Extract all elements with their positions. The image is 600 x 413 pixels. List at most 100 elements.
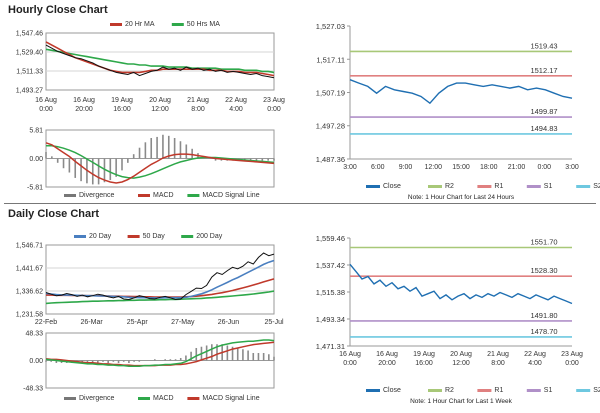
daily-pivot-y-tick-label: 1,559.46 xyxy=(316,234,345,243)
daily-pivot-note: Note: 1 Hour Chart for Last 1 Week xyxy=(410,398,513,405)
hourly-price-x-tick-label: 16 Aug xyxy=(35,97,57,104)
hourly-pivot-note: Note: 1 Hour Chart for Last 24 Hours xyxy=(408,194,515,201)
hourly-macd-y-tick-label: 5.81 xyxy=(29,128,43,135)
daily-macd-y-tick-label: -48.33 xyxy=(23,386,43,393)
daily-pivot-x-tick-label: 20 Aug xyxy=(450,351,472,358)
hourly-price-y-tick-label: 1,493.27 xyxy=(16,88,43,95)
hourly-pivot-legend-label: R2 xyxy=(445,183,454,190)
hourly-pivot-close-line xyxy=(349,79,573,105)
daily-pivot-legend-label: R2 xyxy=(445,387,454,394)
hourly-pivot-y-tick-label: 1,487.36 xyxy=(316,155,345,164)
daily-pivot-legend-swatch xyxy=(428,389,442,392)
daily-macd-macd-line xyxy=(45,339,275,367)
hourly-pivot-x-tick-label: 3:00 xyxy=(565,164,579,171)
hourly-pivot-y-tick-label: 1,517.11 xyxy=(316,55,345,64)
hourly-price-x-tick-label: 12:00 xyxy=(151,106,169,113)
hourly-macd-y-tick-label: 0.00 xyxy=(29,156,43,163)
daily-pivot-legend-swatch xyxy=(477,389,492,392)
hourly-pivot-x-tick-label: 15:00 xyxy=(452,164,470,171)
hourly-macd-y-tick-label: -5.81 xyxy=(27,185,43,192)
daily-price-frame xyxy=(45,244,275,315)
hourly-pivot-level-label: 1494.83 xyxy=(530,124,557,133)
daily-pivot-x-tick-label: 21 Aug xyxy=(487,351,509,358)
hourly-pivot-y-tick-label: 1,497.28 xyxy=(316,122,345,131)
hourly-price-x-tick-label: 16 Aug xyxy=(73,97,95,104)
hourly-macd-legend-label: Divergence xyxy=(79,192,115,199)
hourly-pivot-legend-swatch xyxy=(366,185,380,188)
hourly-price-x-tick-label: 19 Aug xyxy=(111,97,133,104)
hourly-pivot-x-tick-label: 12:00 xyxy=(424,164,442,171)
daily-pivot-close-line xyxy=(349,263,573,305)
hourly-price-legend-label: 50 Hrs MA xyxy=(187,21,220,28)
daily-macd-legend-label: Divergence xyxy=(79,395,115,402)
daily-macd-y-tick-label: 0.00 xyxy=(29,358,43,365)
hourly-close-line xyxy=(45,44,275,79)
daily-ma20-line xyxy=(45,259,275,299)
hourly-price-x-tick-label: 20:00 xyxy=(75,106,93,113)
daily-macd-legend-swatch xyxy=(64,397,76,400)
hourly-macd-legend-label: MACD xyxy=(153,192,174,199)
hourly-macd-legend-swatch xyxy=(64,194,76,197)
daily-pivot-x-tick-label: 16 Aug xyxy=(376,351,398,358)
daily-pivot-x-tick-label: 0:00 xyxy=(343,360,357,367)
daily-price-x-tick-label: 25-Apr xyxy=(127,319,149,326)
daily-price-x-tick-label: 27-May xyxy=(171,319,195,326)
hourly-price-x-tick-label: 21 Aug xyxy=(187,97,209,104)
hourly-pivot-x-tick-label: 9:00 xyxy=(399,164,413,171)
daily-macd-legend-label: MACD xyxy=(153,395,174,402)
daily-price-legend-swatch xyxy=(181,235,194,238)
hourly-price-x-tick-label: 0:00 xyxy=(267,106,281,113)
daily-pivot-y-tick-label: 1,515.38 xyxy=(316,288,345,297)
hourly-pivot-level-label: 1519.43 xyxy=(530,41,557,50)
hourly-price-x-tick-label: 16:00 xyxy=(113,106,131,113)
daily-price-legend-label: 20 Day xyxy=(89,233,112,240)
daily-pivot-x-tick-label: 22 Aug xyxy=(524,351,546,358)
daily-price-y-tick-label: 1,546.71 xyxy=(16,243,43,250)
daily-price-y-tick-label: 1,441.67 xyxy=(16,265,43,272)
daily-pivot-level-label: 1551.70 xyxy=(530,238,557,247)
daily-pivot-legend-swatch xyxy=(576,389,591,392)
hourly-pivot-x-tick-label: 18:00 xyxy=(480,164,498,171)
daily-pivot-x-tick-label: 4:00 xyxy=(528,360,542,367)
daily-pivot-x-tick-label: 16:00 xyxy=(415,360,433,367)
hourly-price-legend-label: 20 Hr MA xyxy=(125,21,155,28)
daily-pivot-level-label: 1491.80 xyxy=(530,311,557,320)
hourly-pivot-x-tick-label: 0:00 xyxy=(537,164,551,171)
daily-pivot-legend-label: S1 xyxy=(544,387,553,394)
hourly-pivot-legend-label: Close xyxy=(383,183,401,190)
daily-price-x-tick-label: 26-Jun xyxy=(218,319,240,326)
hourly-price-x-tick-label: 8:00 xyxy=(191,106,205,113)
hourly-price-x-tick-label: 22 Aug xyxy=(225,97,247,104)
daily-section-title: Daily Close Chart xyxy=(8,208,100,220)
hourly-price-x-tick-label: 0:00 xyxy=(39,106,53,113)
daily-price-x-tick-label: 25-Jul xyxy=(264,319,284,326)
daily-pivot-x-tick-label: 16 Aug xyxy=(339,351,361,358)
hourly-pivot-legend-label: S1 xyxy=(544,183,553,190)
hourly-pivot-y-tick-label: 1,527.03 xyxy=(316,22,345,31)
hourly-pivot-legend-label: R1 xyxy=(494,183,503,190)
daily-ma50-line xyxy=(46,278,275,298)
daily-macd-legend-swatch xyxy=(138,397,150,400)
hourly-ma50-line xyxy=(45,48,275,74)
daily-pivot-x-tick-label: 19 Aug xyxy=(413,351,435,358)
hourly-price-x-tick-label: 20 Aug xyxy=(149,97,171,104)
hourly-macd-legend-label: MACD Signal Line xyxy=(202,192,259,199)
daily-pivot-legend-label: Close xyxy=(383,387,401,394)
daily-price-legend-swatch xyxy=(127,235,140,238)
daily-pivot-legend-swatch xyxy=(366,389,380,392)
hourly-pivot-level-label: 1499.87 xyxy=(530,107,557,116)
daily-price-legend-swatch xyxy=(74,235,86,238)
daily-pivot-level-label: 1478.70 xyxy=(530,327,557,336)
hourly-macd-legend-swatch xyxy=(138,194,150,197)
daily-price-legend-label: 200 Day xyxy=(196,233,223,240)
hourly-macd-signal-line xyxy=(46,144,275,179)
hourly-price-legend-swatch xyxy=(171,23,184,26)
hourly-price-y-tick-label: 1,547.46 xyxy=(16,31,43,38)
hourly-price-x-tick-label: 23 Aug xyxy=(263,97,285,104)
hourly-pivot-x-tick-label: 6:00 xyxy=(371,164,385,171)
hourly-price-y-tick-label: 1,529.40 xyxy=(16,49,43,56)
hourly-pivot-legend-swatch xyxy=(576,185,591,188)
daily-price-x-tick-label: 22-Feb xyxy=(35,319,57,326)
hourly-macd-legend-swatch xyxy=(187,194,200,197)
